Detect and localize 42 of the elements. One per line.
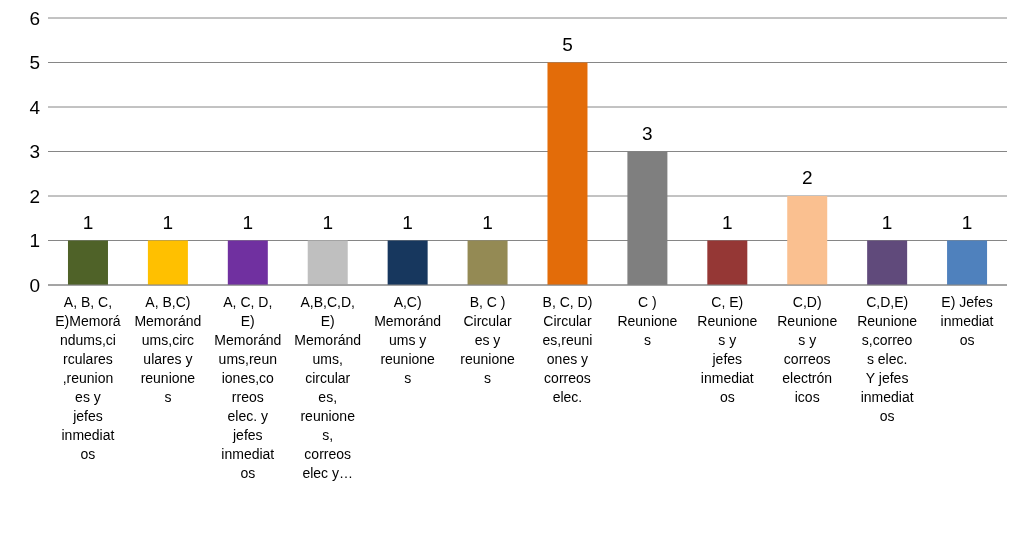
data-label: 1 [482,211,493,233]
x-tick-label: A,C) Memorándums y reuniones [374,294,442,386]
bar [67,240,108,285]
bar [147,240,188,285]
data-label: 1 [82,211,94,233]
data-label: 5 [562,33,573,55]
data-label: 1 [322,211,334,233]
x-tick-label: A, B,C) Memorándums,circulares y reuniones [134,294,202,405]
y-tick-label: 4 [29,96,41,118]
data-label: 1 [402,211,413,233]
data-label: 2 [801,167,813,188]
x-tick-label: C ) Reuniones [617,294,678,348]
bar [707,240,748,285]
bar [467,240,508,285]
y-tick-label: 5 [29,52,40,74]
y-tick-label: 6 [29,7,40,29]
data-label: 1 [881,211,893,233]
x-tick-label: C, E) Reuniones y jefes inmediatos [697,294,758,405]
y-tick-label: 1 [29,230,40,252]
x-tick-label: E) Jefes inmediatos [940,294,994,348]
bar [387,240,428,285]
bar [547,62,588,285]
x-tick-label: B, C ) Circulares y reuniones [460,294,515,386]
bar [947,240,988,285]
data-label: 3 [642,122,653,144]
y-tick-label: 0 [29,274,40,296]
category-label: A, C, D, E) Memorándums,reuniones,correos elec. y jefes inmediatos [214,294,282,481]
x-tick-label: B, C, D) Circulares,reuniones y correos elec. [542,294,593,405]
bar [787,196,828,285]
bar [867,240,908,285]
category-label: A, B, C, E)Memorándums,circulares,reuniones y jefes inmediatos [55,294,121,462]
x-tick-label: C,D,E) Reuniones,correos elec. Y jefes inmediatos [857,294,918,424]
data-label: 1 [961,211,973,233]
x-tick-label: C,D) Reuniones y correos electrónicos [777,294,838,405]
category-label: A,B,C,D, E) Memorándums, circulares, reuniones, correos elec y… [294,294,362,481]
data-label: 1 [162,211,174,233]
data-label: 1 [722,211,733,233]
bar [307,240,348,285]
data-label: 1 [242,211,254,233]
bar [227,240,268,285]
y-tick-label: 2 [29,185,40,207]
y-tick-label: 3 [29,141,40,163]
